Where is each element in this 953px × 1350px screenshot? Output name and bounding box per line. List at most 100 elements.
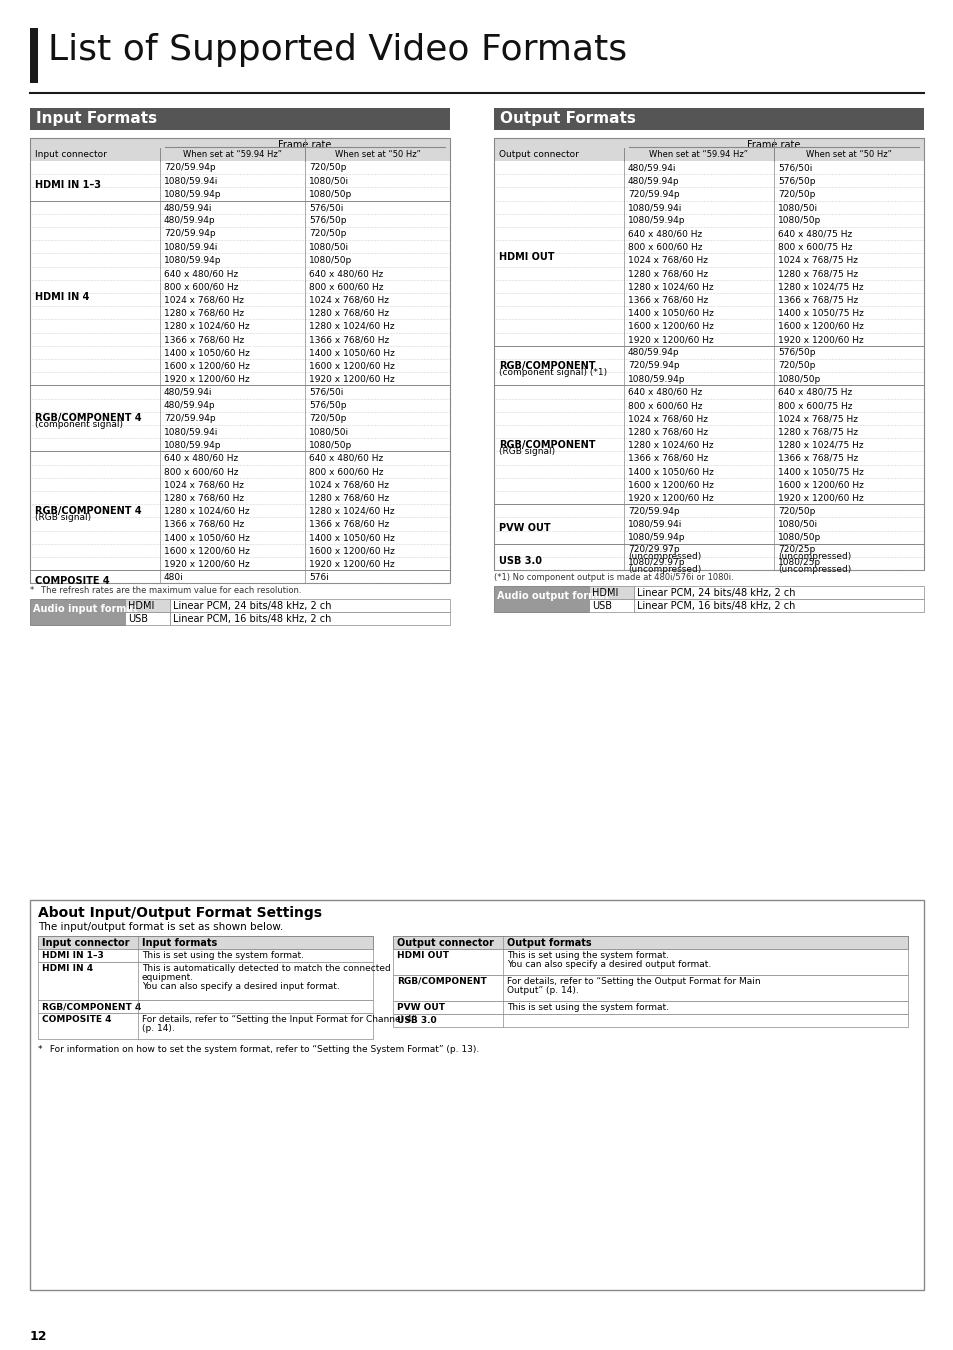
Bar <box>170 613 450 625</box>
Text: 720/50p: 720/50p <box>309 163 346 173</box>
Bar <box>494 279 923 293</box>
Text: 720/50p: 720/50p <box>778 362 815 370</box>
Text: 1080/59.94i: 1080/59.94i <box>627 520 681 529</box>
Bar <box>170 599 450 613</box>
Bar <box>494 240 923 254</box>
Text: 1080/59.94i: 1080/59.94i <box>164 177 218 186</box>
Text: Audio input format: Audio input format <box>33 605 137 614</box>
Text: 1400 x 1050/60 Hz: 1400 x 1050/60 Hz <box>164 348 250 358</box>
Bar <box>30 558 450 570</box>
Bar <box>494 504 923 517</box>
Text: About Input/Output Format Settings: About Input/Output Format Settings <box>38 906 322 919</box>
Text: HDMI OUT: HDMI OUT <box>396 950 449 960</box>
Text: 1280 x 768/60 Hz: 1280 x 768/60 Hz <box>164 494 244 502</box>
Text: HDMI IN 4: HDMI IN 4 <box>35 292 90 302</box>
Bar <box>494 544 923 558</box>
Text: 480/59.94p: 480/59.94p <box>164 401 215 410</box>
Text: 720/59.94p: 720/59.94p <box>627 190 679 198</box>
Text: PVW OUT: PVW OUT <box>498 522 550 533</box>
Bar <box>494 266 923 279</box>
Text: 1280 x 768/60 Hz: 1280 x 768/60 Hz <box>627 269 707 278</box>
Text: *  For information on how to set the system format, refer to “Setting the System: * For information on how to set the syst… <box>38 1045 478 1054</box>
Bar <box>30 412 450 425</box>
Text: 1920 x 1200/60 Hz: 1920 x 1200/60 Hz <box>778 494 862 502</box>
Text: Input connector: Input connector <box>35 150 107 159</box>
Text: 800 x 600/60 Hz: 800 x 600/60 Hz <box>309 467 383 477</box>
Bar <box>30 306 450 320</box>
Text: Frame rate: Frame rate <box>278 140 332 150</box>
Bar <box>30 599 125 625</box>
Bar <box>38 1000 373 1012</box>
Text: When set at “59.94 Hz”: When set at “59.94 Hz” <box>649 150 748 159</box>
Text: 720/29.97p: 720/29.97p <box>627 545 679 554</box>
Text: 576/50i: 576/50i <box>309 387 343 397</box>
Text: 800 x 600/60 Hz: 800 x 600/60 Hz <box>627 243 701 251</box>
Text: 640 x 480/75 Hz: 640 x 480/75 Hz <box>778 230 851 239</box>
Text: 480/59.94p: 480/59.94p <box>627 348 679 358</box>
Text: 1024 x 768/60 Hz: 1024 x 768/60 Hz <box>164 481 244 489</box>
Text: 1280 x 1024/75 Hz: 1280 x 1024/75 Hz <box>778 282 862 292</box>
Bar <box>30 398 450 412</box>
Text: 1400 x 1050/60 Hz: 1400 x 1050/60 Hz <box>627 467 713 477</box>
Bar <box>30 491 450 504</box>
Text: (component signal) (*1): (component signal) (*1) <box>498 367 606 377</box>
Text: 1080/59.94p: 1080/59.94p <box>627 533 685 543</box>
Bar <box>494 227 923 240</box>
Text: 1280 x 768/60 Hz: 1280 x 768/60 Hz <box>309 309 389 317</box>
Text: 1920 x 1200/60 Hz: 1920 x 1200/60 Hz <box>309 375 395 383</box>
Bar <box>30 293 450 306</box>
Bar <box>494 439 923 451</box>
Text: 1400 x 1050/75 Hz: 1400 x 1050/75 Hz <box>778 467 863 477</box>
Text: 1080/50i: 1080/50i <box>309 428 349 436</box>
Bar <box>588 586 634 599</box>
Text: Linear PCM, 16 bits/48 kHz, 2 ch: Linear PCM, 16 bits/48 kHz, 2 ch <box>637 601 795 612</box>
Text: 720/25p: 720/25p <box>778 545 815 554</box>
Text: 576/50p: 576/50p <box>309 401 346 410</box>
Bar <box>393 1014 907 1027</box>
Text: Frame rate: Frame rate <box>746 140 800 150</box>
Bar <box>494 332 923 346</box>
Text: 1280 x 768/60 Hz: 1280 x 768/60 Hz <box>164 309 244 317</box>
Text: 1920 x 1200/60 Hz: 1920 x 1200/60 Hz <box>309 559 395 568</box>
Text: This is set using the system format.: This is set using the system format. <box>506 1003 668 1012</box>
Text: RGB/COMPONENT: RGB/COMPONENT <box>396 977 486 986</box>
Bar <box>30 385 450 398</box>
Text: Input Formats: Input Formats <box>36 111 157 126</box>
Text: equipment.: equipment. <box>142 973 193 981</box>
Text: 640 x 480/60 Hz: 640 x 480/60 Hz <box>627 230 701 239</box>
Text: 1080/50i: 1080/50i <box>778 520 818 529</box>
Bar <box>30 373 450 385</box>
Bar <box>494 161 923 174</box>
Text: Linear PCM, 16 bits/48 kHz, 2 ch: Linear PCM, 16 bits/48 kHz, 2 ch <box>172 614 331 625</box>
Text: 800 x 600/75 Hz: 800 x 600/75 Hz <box>778 243 852 251</box>
Text: RGB/COMPONENT: RGB/COMPONENT <box>498 360 595 371</box>
Text: 1366 x 768/60 Hz: 1366 x 768/60 Hz <box>627 296 707 305</box>
Text: 1080/50p: 1080/50p <box>309 440 352 450</box>
Bar <box>30 504 450 517</box>
Bar <box>30 201 450 213</box>
Text: 1080/50p: 1080/50p <box>778 375 821 383</box>
Text: 1080/59.94p: 1080/59.94p <box>164 440 221 450</box>
Bar <box>494 491 923 504</box>
Text: 720/59.94p: 720/59.94p <box>164 414 215 424</box>
Bar <box>30 108 450 130</box>
Text: 1080/50i: 1080/50i <box>309 243 349 251</box>
Text: 800 x 600/75 Hz: 800 x 600/75 Hz <box>778 401 852 410</box>
Bar <box>38 1012 373 1040</box>
Bar <box>30 570 450 583</box>
Text: Output” (p. 14).: Output” (p. 14). <box>506 986 578 995</box>
Text: 12: 12 <box>30 1330 48 1343</box>
Text: List of Supported Video Formats: List of Supported Video Formats <box>48 32 626 68</box>
Text: 1080/59.94p: 1080/59.94p <box>627 216 685 225</box>
Bar <box>588 599 634 612</box>
Text: 1080/29.97p: 1080/29.97p <box>627 558 685 567</box>
Bar <box>494 586 588 612</box>
Bar <box>393 936 907 949</box>
Bar <box>30 359 450 373</box>
Bar <box>30 28 38 82</box>
Text: This is set using the system format.: This is set using the system format. <box>506 950 668 960</box>
Text: 640 x 480/60 Hz: 640 x 480/60 Hz <box>164 454 238 463</box>
Text: 1024 x 768/60 Hz: 1024 x 768/60 Hz <box>309 481 389 489</box>
Text: You can also specify a desired output format.: You can also specify a desired output fo… <box>506 960 711 969</box>
Text: 1600 x 1200/60 Hz: 1600 x 1200/60 Hz <box>309 547 395 555</box>
